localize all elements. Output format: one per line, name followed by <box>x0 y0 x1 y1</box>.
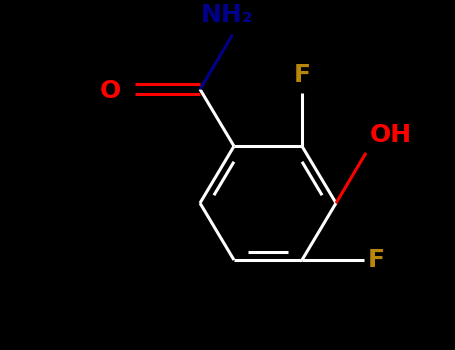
Text: F: F <box>368 248 385 272</box>
Text: OH: OH <box>370 123 412 147</box>
Text: O: O <box>100 79 121 103</box>
Text: F: F <box>293 63 310 87</box>
Text: NH₂: NH₂ <box>201 3 254 27</box>
